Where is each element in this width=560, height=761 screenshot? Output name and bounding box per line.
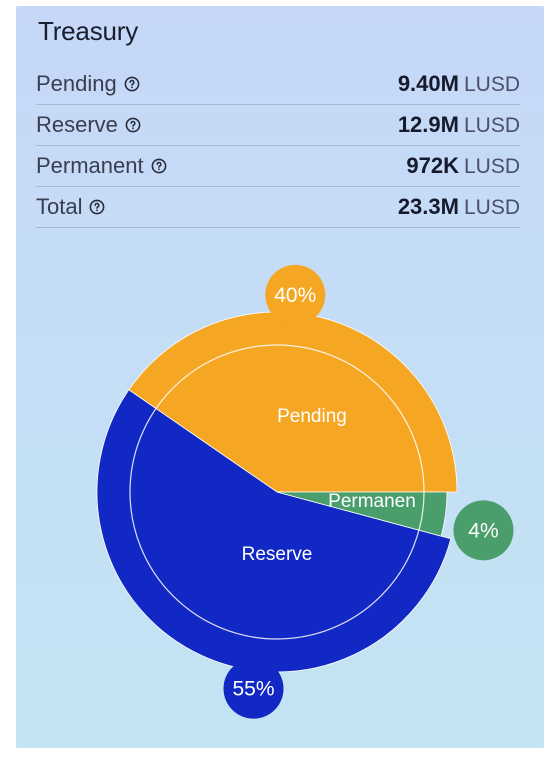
row-permanent: Permanent 972K LUSD [36,146,520,187]
row-value: 12.9M [397,112,459,137]
row-label: Permanent [36,153,144,178]
row-label: Pending [36,71,117,96]
row-reserve: Reserve 12.9M LUSD [36,105,520,146]
row-total: Total 23.3M LUSD [36,187,520,228]
row-value: 9.40M [397,71,459,96]
percent-bubble-reserve [223,658,284,719]
percent-bubble-permanent [453,500,514,561]
slice-label-permanent: Permanen [328,491,416,512]
question-circle-icon[interactable] [124,76,140,92]
question-circle-icon[interactable] [89,199,105,215]
row-unit: LUSD [463,196,520,219]
row-unit: LUSD [463,73,520,96]
pie-slice-pending[interactable] [128,311,458,493]
treasury-rows: Pending 9.40M LUSD Reserve [36,64,520,228]
question-circle-icon[interactable] [125,117,141,133]
row-label: Total [36,194,83,219]
row-unit: LUSD [463,155,520,178]
row-value: 23.3M [397,194,459,219]
percent-label-reserve: 55% [232,678,274,701]
slice-label-pending: Pending [277,406,347,427]
pie-slice-reserve[interactable] [96,389,452,673]
pie-inner-ring [129,344,425,640]
row-label: Reserve [36,112,118,137]
percent-label-permanent: 4% [468,519,498,542]
panel-title: Treasury [38,16,139,46]
row-unit: LUSD [463,114,520,137]
row-value: 972K [406,153,459,178]
pie-slice-permanent[interactable] [276,491,448,537]
percent-label-pending: 40% [274,284,316,307]
slice-label-reserve: Reserve [242,544,313,565]
question-circle-icon[interactable] [151,158,167,174]
percent-bubble-pending [265,264,326,325]
row-pending: Pending 9.40M LUSD [36,64,520,105]
